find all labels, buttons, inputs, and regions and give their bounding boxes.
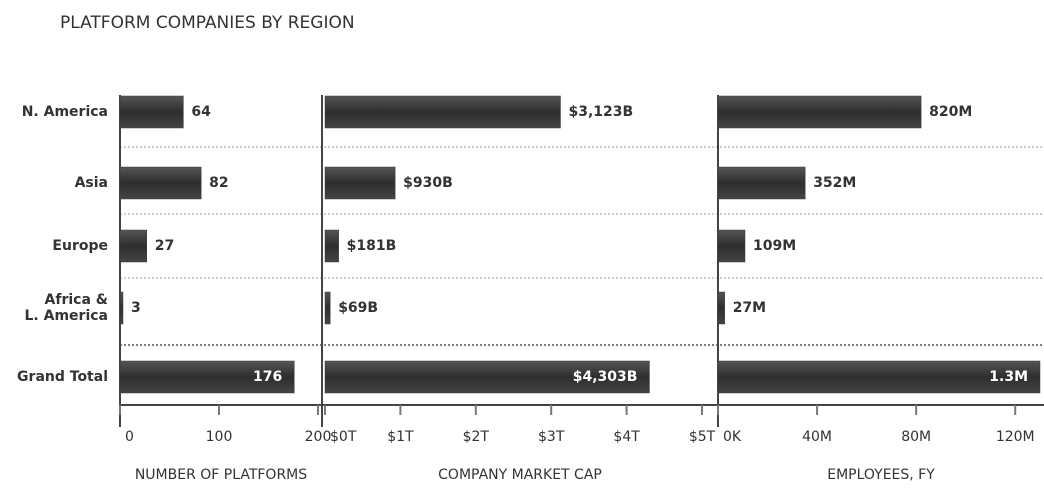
data-label: 820M [929, 104, 972, 120]
category-label: Asia [75, 175, 108, 191]
x-tick-label: $2T [463, 429, 490, 445]
bar [717, 229, 746, 263]
bar [119, 95, 184, 129]
bar [324, 291, 331, 325]
category-line: N. America [22, 104, 108, 120]
x-tick-label: 80M [901, 429, 931, 445]
bar [119, 291, 124, 325]
x-tick-label: $0T [330, 429, 357, 445]
bar [717, 95, 922, 129]
bar [717, 166, 806, 200]
category-line: Asia [75, 175, 108, 191]
category-line: Grand Total [17, 369, 108, 385]
chart-title: PLATFORM COMPANIES BY REGION [60, 13, 355, 33]
bar [324, 229, 339, 263]
x-axis-title: EMPLOYEES, FY [827, 467, 935, 483]
x-tick-label: 0 [125, 429, 134, 445]
bar [324, 360, 650, 394]
bar [717, 360, 1041, 394]
data-label: 176 [253, 369, 282, 385]
x-tick-label: $3T [538, 429, 565, 445]
data-label: 27 [155, 238, 174, 254]
data-label: 27M [733, 300, 766, 316]
category-label: Africa & L. America [25, 292, 108, 324]
bar [324, 95, 561, 129]
data-label: $4,303B [573, 369, 638, 385]
data-label: 109M [753, 238, 796, 254]
x-tick-label: 0K [723, 429, 742, 445]
data-label: $181B [347, 238, 397, 254]
category-label: N. America [22, 104, 108, 120]
x-tick-label: $1T [387, 429, 414, 445]
x-tick-label: 40M [802, 429, 832, 445]
x-tick-label: 200 [305, 429, 332, 445]
bar [717, 291, 725, 325]
category-label: Grand Total [17, 369, 108, 385]
data-label: 64 [191, 104, 211, 120]
x-tick-label: $5T [689, 429, 716, 445]
category-line: L. America [25, 308, 108, 324]
data-label: $69B [338, 300, 378, 316]
x-axis-title: NUMBER OF PLATFORMS [135, 467, 307, 483]
data-label: 82 [209, 175, 228, 191]
data-label: 3 [131, 300, 141, 316]
x-tick-label: 100 [206, 429, 233, 445]
x-tick-label: 120M [996, 429, 1035, 445]
data-label: 352M [813, 175, 856, 191]
x-axis-title: COMPANY MARKET CAP [438, 467, 602, 483]
data-label: $3,123B [568, 104, 633, 120]
bar [119, 166, 202, 200]
bar [324, 166, 396, 200]
data-label: 1.3M [989, 369, 1028, 385]
category-line: Europe [52, 238, 108, 254]
x-tick-label: $4T [613, 429, 640, 445]
bar [119, 360, 295, 394]
category-label: Europe [52, 238, 108, 254]
category-line: Africa & [45, 292, 108, 308]
bar [119, 229, 147, 263]
data-label: $930B [403, 175, 453, 191]
